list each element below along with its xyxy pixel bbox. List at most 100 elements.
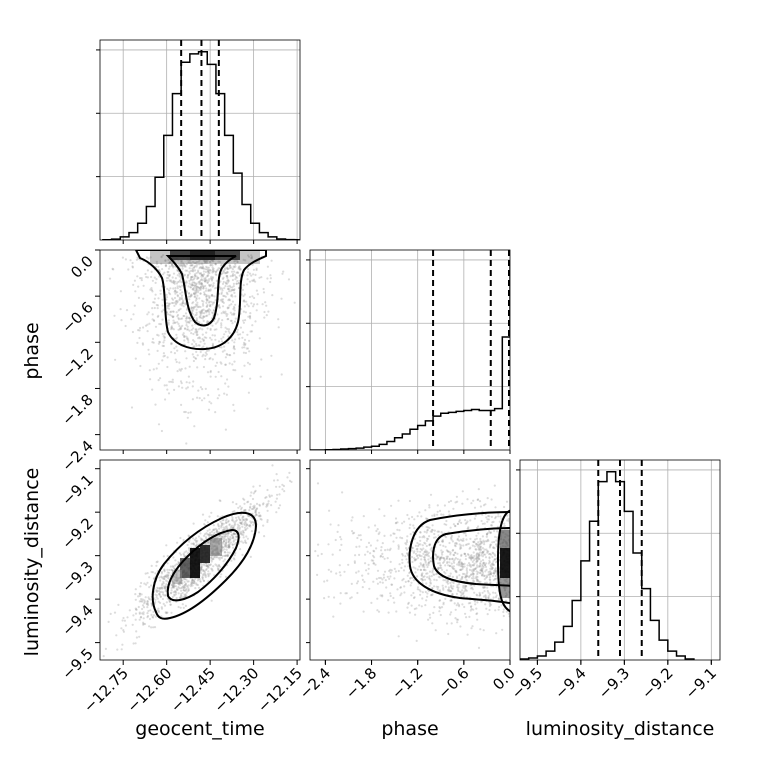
scatter-point <box>415 558 418 561</box>
scatter-point <box>184 269 187 272</box>
scatter-point <box>215 361 219 364</box>
scatter-point <box>488 573 491 577</box>
scatter-point <box>479 594 482 597</box>
scatter-point <box>175 563 178 566</box>
scatter-point <box>190 542 193 545</box>
scatter-point <box>479 551 482 554</box>
scatter-point <box>227 532 230 535</box>
scatter-point <box>464 534 468 537</box>
scatter-point <box>132 283 135 286</box>
scatter-point <box>473 545 476 548</box>
scatter-point <box>376 597 379 600</box>
scatter-point <box>208 564 211 567</box>
scatter-point <box>195 313 198 316</box>
scatter-point <box>477 498 480 501</box>
scatter-point <box>305 541 307 543</box>
scatter-point <box>212 524 215 527</box>
scatter-point <box>231 501 234 504</box>
scatter-point <box>460 562 463 566</box>
scatter-point <box>233 312 236 315</box>
scatter-point <box>206 529 209 532</box>
scatter-point <box>247 500 250 503</box>
scatter-point <box>174 559 177 562</box>
scatter-point <box>471 588 474 591</box>
scatter-point <box>200 309 203 312</box>
scatter-point <box>448 564 451 568</box>
scatter-point <box>190 293 193 296</box>
scatter-point <box>154 615 158 618</box>
scatter-point <box>152 614 156 617</box>
scatter-point <box>453 602 456 605</box>
scatter-point <box>476 559 479 563</box>
scatter-point <box>210 530 214 533</box>
scatter-point <box>419 590 422 593</box>
scatter-point <box>214 262 217 265</box>
scatter-point <box>143 582 146 585</box>
scatter-point <box>140 277 143 280</box>
scatter-point <box>197 389 200 392</box>
scatter-point <box>168 302 171 305</box>
scatter-point <box>206 281 209 284</box>
scatter-point <box>186 320 189 323</box>
scatter-point <box>208 289 211 292</box>
scatter-point <box>238 528 241 531</box>
scatter-point <box>241 521 244 524</box>
scatter-point <box>230 303 233 306</box>
scatter-point <box>207 270 210 273</box>
scatter-point <box>479 545 482 549</box>
scatter-point <box>487 514 490 518</box>
scatter-point <box>168 279 171 282</box>
scatter-point <box>133 304 136 307</box>
scatter-point <box>476 552 479 555</box>
scatter-point <box>170 587 173 590</box>
scatter-point <box>212 557 215 560</box>
scatter-point <box>199 305 202 309</box>
scatter-point <box>490 572 493 575</box>
scatter-point <box>392 540 395 543</box>
scatter-point <box>446 557 449 560</box>
scatter-point <box>408 499 411 503</box>
scatter-point <box>464 588 467 592</box>
scatter-point <box>148 586 151 589</box>
scatter-point <box>168 303 171 306</box>
scatter-point <box>207 541 210 544</box>
scatter-point <box>363 580 366 584</box>
scatter-point <box>161 582 164 585</box>
scatter-point <box>469 601 472 605</box>
scatter-point <box>183 274 186 277</box>
scatter-point <box>496 536 499 539</box>
scatter-point <box>202 319 205 322</box>
scatter-point <box>370 559 373 562</box>
scatter-point <box>184 303 187 306</box>
scatter-point <box>220 556 223 560</box>
scatter-point <box>476 572 479 576</box>
scatter-point <box>165 279 168 282</box>
scatter-point <box>449 599 452 602</box>
scatter-point <box>152 626 155 629</box>
scatter-point <box>166 273 169 276</box>
scatter-point <box>479 565 482 568</box>
scatter-point <box>480 554 483 557</box>
scatter-point <box>198 337 201 340</box>
scatter-point <box>152 577 155 580</box>
scatter-point <box>479 560 483 563</box>
scatter-point <box>216 321 219 324</box>
scatter-point <box>481 535 484 538</box>
scatter-point <box>175 360 178 364</box>
scatter-point <box>160 607 164 610</box>
scatter-point <box>454 569 457 573</box>
scatter-point <box>400 592 403 595</box>
scatter-point <box>409 576 412 580</box>
scatter-point <box>171 381 174 384</box>
scatter-point <box>485 533 489 536</box>
scatter-point <box>191 385 194 388</box>
scatter-point <box>172 585 175 588</box>
scatter-point <box>231 536 234 540</box>
scatter-point <box>218 499 221 502</box>
scatter-point <box>488 531 491 534</box>
scatter-point <box>201 283 204 286</box>
scatter-point <box>249 330 252 333</box>
scatter-point <box>455 495 458 498</box>
scatter-point <box>428 584 431 587</box>
scatter-point <box>170 328 173 331</box>
